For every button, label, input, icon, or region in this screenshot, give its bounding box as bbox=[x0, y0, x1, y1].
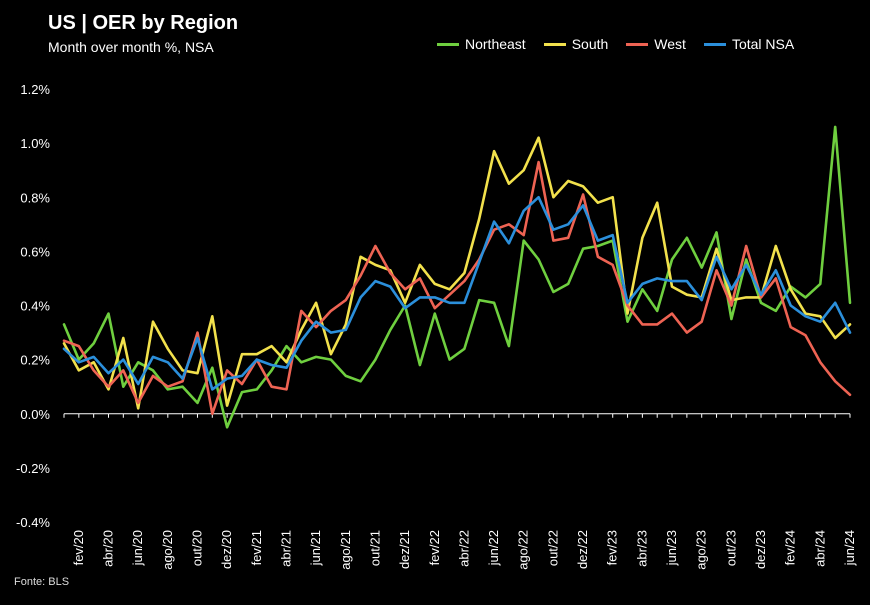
x-tick-label: dez/21 bbox=[397, 530, 412, 569]
y-tick-label: 0.0% bbox=[20, 407, 50, 422]
x-tick-label: fev/23 bbox=[605, 530, 620, 565]
chart-subtitle: Month over month %, NSA bbox=[48, 39, 214, 55]
x-tick-label: fev/21 bbox=[249, 530, 264, 565]
x-tick-label: jun/20 bbox=[130, 530, 145, 566]
x-tick-label: abr/24 bbox=[812, 530, 827, 567]
x-tick-label: dez/20 bbox=[219, 530, 234, 569]
x-tick-label: fev/22 bbox=[427, 530, 442, 565]
series-line-northeast bbox=[62, 125, 852, 429]
x-tick-label: ago/21 bbox=[338, 530, 353, 570]
legend-label-west: West bbox=[654, 36, 686, 52]
x-tick-label: out/20 bbox=[189, 530, 204, 566]
source-note: Fonte: BLS bbox=[14, 576, 70, 588]
legend-label-south: South bbox=[571, 36, 609, 52]
x-tick-label: jun/21 bbox=[308, 530, 323, 566]
x-tick-label: abr/23 bbox=[634, 530, 649, 567]
legend-item-northeast: Northeast bbox=[437, 36, 526, 52]
y-tick-label: -0.2% bbox=[16, 461, 50, 476]
y-tick-label: 0.2% bbox=[20, 353, 50, 368]
x-tick-label: out/22 bbox=[545, 530, 560, 566]
y-tick-label: 0.6% bbox=[20, 244, 50, 259]
legend-label-total-nsa: Total NSA bbox=[731, 36, 795, 52]
x-tick-label: ago/20 bbox=[160, 530, 175, 570]
chart-title: US | OER by Region bbox=[48, 12, 239, 34]
x-tick-label: jun/22 bbox=[486, 530, 501, 566]
x-tick-label: abr/20 bbox=[100, 530, 115, 567]
series-line-west bbox=[62, 160, 852, 416]
x-tick-label: dez/23 bbox=[753, 530, 768, 569]
legend-item-west: West bbox=[626, 36, 686, 52]
x-tick-label: out/21 bbox=[367, 530, 382, 566]
legend-swatch-northeast bbox=[437, 42, 459, 46]
legend-swatch-west bbox=[626, 42, 649, 46]
legend: Northeast South West Total NSA bbox=[437, 36, 794, 52]
x-tick-label: jun/23 bbox=[664, 530, 679, 566]
x-tick-label: fev/24 bbox=[783, 530, 798, 565]
legend-item-total-nsa: Total NSA bbox=[703, 36, 795, 52]
legend-label-northeast: Northeast bbox=[465, 36, 526, 52]
x-tick-label: jun/24 bbox=[842, 530, 857, 566]
series-line-total-nsa bbox=[62, 195, 852, 391]
legend-swatch-south bbox=[543, 42, 566, 46]
x-tick-label: dez/22 bbox=[575, 530, 590, 569]
x-tick-label: abr/21 bbox=[278, 530, 293, 567]
legend-swatch-total-nsa bbox=[703, 42, 726, 46]
y-tick-label: 1.2% bbox=[20, 82, 50, 97]
x-tick-label: abr/22 bbox=[456, 530, 471, 567]
legend-item-south: South bbox=[543, 36, 609, 52]
x-tick-label: out/23 bbox=[723, 530, 738, 566]
y-tick-label: 0.4% bbox=[20, 299, 50, 314]
x-tick-label: ago/23 bbox=[694, 530, 709, 570]
y-tick-label: -0.4% bbox=[16, 515, 50, 530]
y-tick-label: 1.0% bbox=[20, 136, 50, 151]
series-line-south bbox=[62, 136, 852, 410]
x-tick-label: ago/22 bbox=[516, 530, 531, 570]
x-tick-label: fev/20 bbox=[71, 530, 86, 565]
y-tick-label: 0.8% bbox=[20, 190, 50, 205]
